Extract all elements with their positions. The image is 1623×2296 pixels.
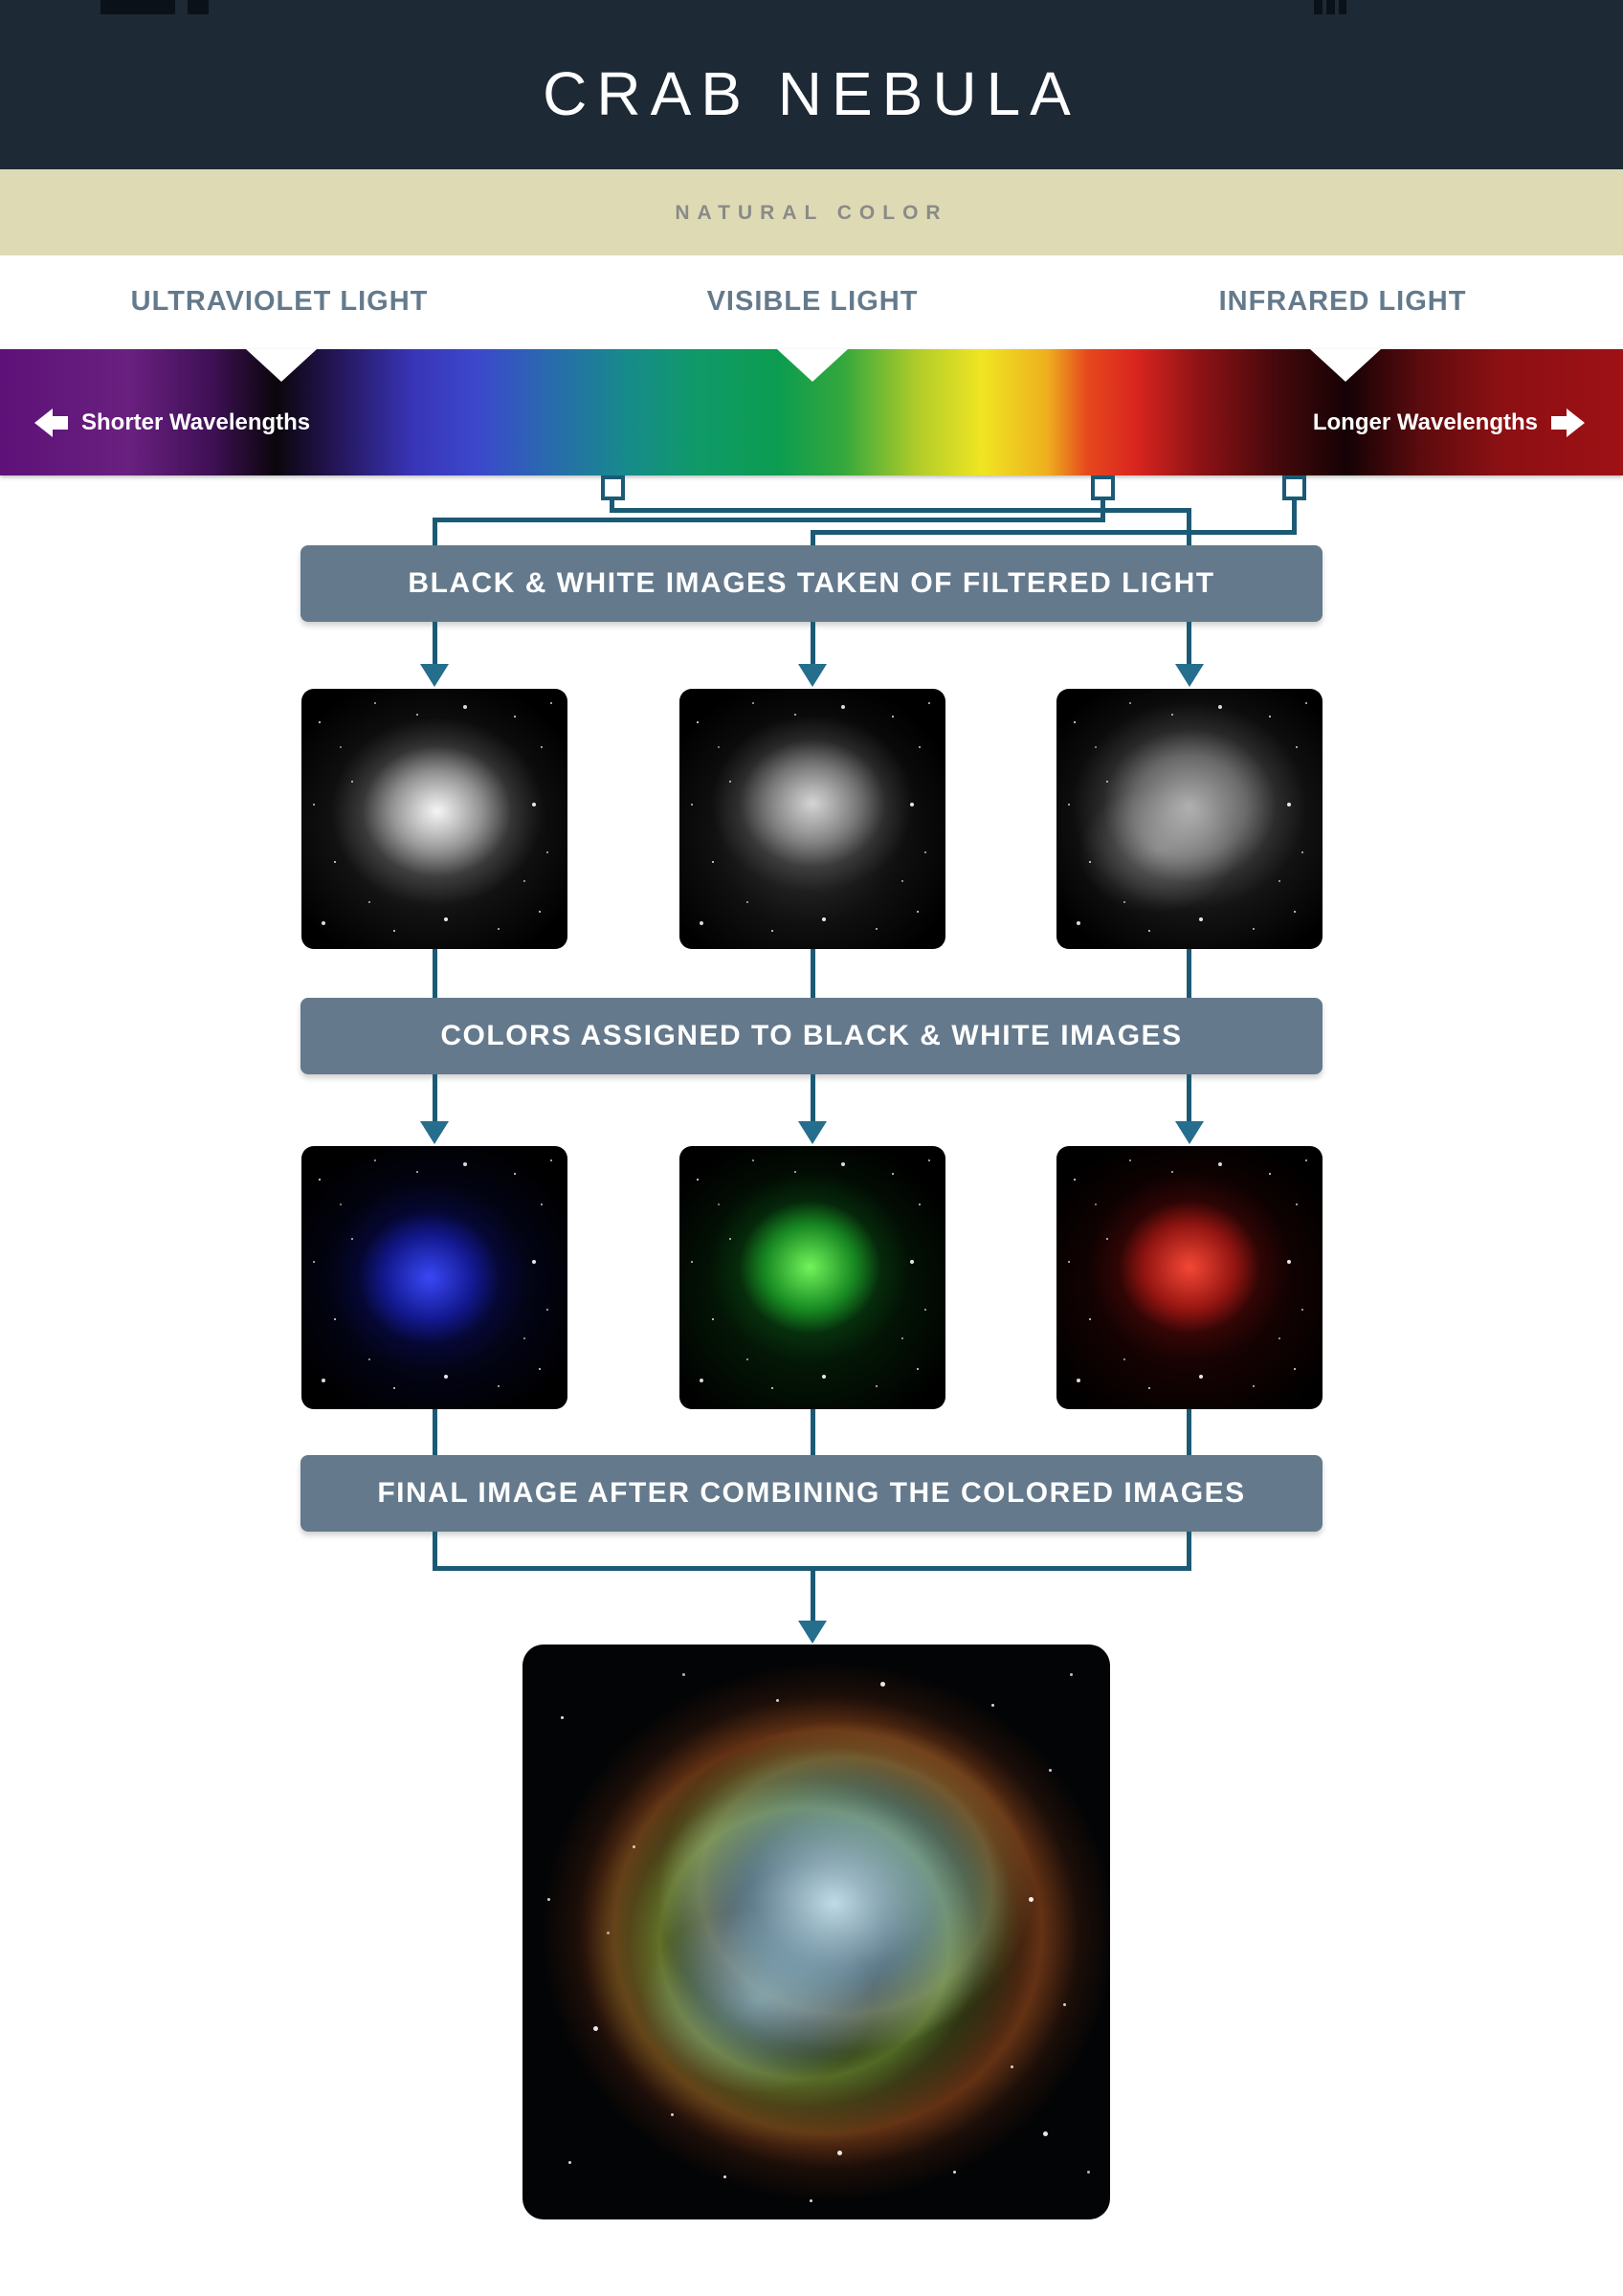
- label-visible-light: VISIBLE LIGHT: [706, 286, 919, 317]
- filter-tap-1: [601, 475, 625, 500]
- down-arrowhead-icon: [420, 1121, 449, 1144]
- green-assigned-nebula-image: [679, 1146, 945, 1409]
- connector-line: [433, 518, 1105, 522]
- connector-line: [811, 949, 815, 998]
- nebula-cloud: [679, 689, 945, 949]
- down-arrowhead-icon: [420, 664, 449, 687]
- cropped-artifact: [188, 0, 209, 14]
- uv-notch-marker: [246, 349, 317, 382]
- connector-line: [811, 1074, 815, 1121]
- filter-tap-2: [1091, 475, 1115, 500]
- connector-line: [1187, 1074, 1191, 1121]
- star-field: [301, 689, 303, 691]
- connector-line: [610, 499, 614, 513]
- down-arrowhead-icon: [1175, 664, 1204, 687]
- cropped-artifact: [1314, 0, 1323, 14]
- step-3-label: FINAL IMAGE AFTER COMBINING THE COLORED …: [377, 1477, 1246, 1509]
- step-bar-3: FINAL IMAGE AFTER COMBINING THE COLORED …: [300, 1455, 1323, 1532]
- connector-line: [811, 530, 815, 545]
- down-arrowhead-icon: [798, 1621, 827, 1644]
- step-bar-2: COLORS ASSIGNED TO BLACK & WHITE IMAGES: [300, 998, 1323, 1074]
- down-arrowhead-icon: [798, 664, 827, 687]
- connector-line: [811, 622, 815, 664]
- connector-line: [433, 949, 437, 998]
- star-field: [1056, 1146, 1058, 1148]
- connector-line: [433, 1409, 437, 1455]
- filter-tap-3: [1282, 475, 1306, 500]
- shorter-wavelengths-caption: Shorter Wavelengths: [34, 408, 310, 438]
- subheader-label: NATURAL COLOR: [675, 202, 948, 224]
- connector-line: [433, 1074, 437, 1121]
- shorter-wavelengths-text: Shorter Wavelengths: [81, 409, 311, 435]
- nebula-cloud: [301, 689, 567, 949]
- monochrome-nebula-image-3: [1056, 689, 1323, 949]
- wavelength-spectrum-bar: [0, 349, 1623, 475]
- connector-line: [811, 1571, 815, 1621]
- connector-line: [1187, 622, 1191, 664]
- connector-line: [1187, 508, 1191, 545]
- ir-notch-marker: [1310, 349, 1381, 382]
- blue-assigned-nebula-image: [301, 1146, 567, 1409]
- header-band: CRAB NEBULA: [0, 0, 1623, 169]
- label-ultraviolet-light: ULTRAVIOLET LIGHT: [130, 286, 429, 317]
- star-field: [1056, 689, 1058, 691]
- subheader-band: NATURAL COLOR: [0, 169, 1623, 255]
- longer-wavelengths-text: Longer Wavelengths: [1312, 409, 1538, 435]
- step-2-label: COLORS ASSIGNED TO BLACK & WHITE IMAGES: [440, 1020, 1183, 1051]
- connector-line: [811, 1409, 815, 1455]
- longer-wavelengths-caption: Longer Wavelengths: [1313, 408, 1585, 438]
- cropped-artifact: [1339, 0, 1346, 14]
- down-arrowhead-icon: [798, 1121, 827, 1144]
- red-assigned-nebula-image: [1056, 1146, 1323, 1409]
- connector-line: [1187, 1532, 1191, 1571]
- nebula-cloud: [1056, 689, 1323, 949]
- connector-line: [1292, 499, 1297, 535]
- nebula-cloud: [1056, 1146, 1323, 1409]
- nebula-cloud: [679, 1146, 945, 1409]
- connector-line: [1187, 1409, 1191, 1455]
- down-arrowhead-icon: [1175, 1121, 1204, 1144]
- left-arrow-icon: [34, 408, 68, 437]
- step-bar-1: BLACK & WHITE IMAGES TAKEN OF FILTERED L…: [300, 545, 1323, 622]
- star-field: [301, 1146, 303, 1148]
- connector-line: [433, 1532, 437, 1571]
- monochrome-nebula-image-1: [301, 689, 567, 949]
- cropped-artifact: [1326, 0, 1335, 14]
- step-1-label: BLACK & WHITE IMAGES TAKEN OF FILTERED L…: [408, 567, 1215, 599]
- label-infrared-light: INFRARED LIGHT: [1218, 286, 1467, 317]
- visible-notch-marker: [777, 349, 848, 382]
- monochrome-nebula-image-2: [679, 689, 945, 949]
- connector-line: [433, 518, 437, 545]
- connector-line: [610, 508, 1191, 513]
- final-combined-nebula-image: [522, 1645, 1110, 2219]
- star-field: [679, 1146, 681, 1148]
- connector-line: [811, 530, 1297, 535]
- connector-line: [1187, 949, 1191, 998]
- nebula-cloud: [301, 1146, 567, 1409]
- star-field: [679, 689, 681, 691]
- connector-line: [433, 622, 437, 664]
- nebula-cloud: [522, 1645, 1110, 2219]
- page-title: CRAB NEBULA: [543, 59, 1080, 128]
- connector-line: [433, 1566, 1191, 1571]
- cropped-artifact: [100, 0, 175, 14]
- right-arrow-icon: [1551, 408, 1585, 437]
- star-field: [522, 1645, 525, 1647]
- connector-line: [1101, 499, 1105, 522]
